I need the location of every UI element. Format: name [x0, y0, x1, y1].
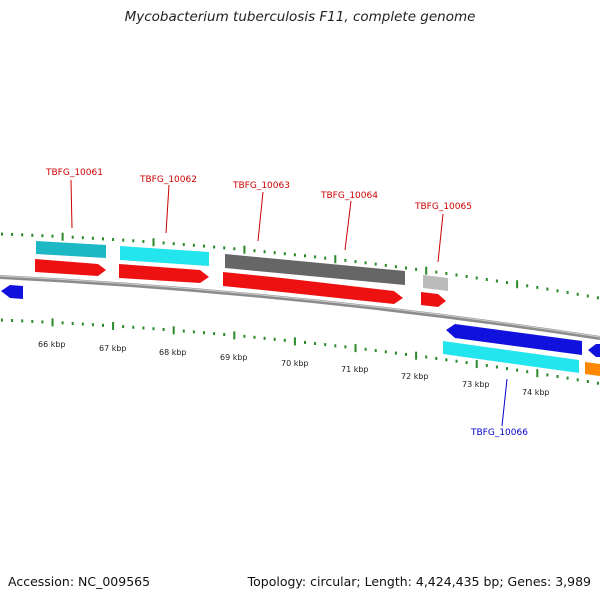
gene-feature-cyan[interactable]: [120, 246, 209, 266]
outer-tick-track: [1, 232, 599, 300]
kbp-label: 66 kbp: [38, 340, 66, 349]
gene-feature-teal[interactable]: [36, 241, 106, 258]
kbp-label: 68 kbp: [159, 348, 187, 357]
gene-labels: TBFG_10061 TBFG_10062 TBFG_10063 TBFG_10…: [45, 168, 528, 438]
kbp-label: 71 kbp: [341, 365, 369, 374]
forward-feature-track: [35, 241, 448, 307]
gene-label[interactable]: TBFG_10061: [45, 168, 103, 178]
gene-feature-gray[interactable]: [225, 254, 405, 285]
backbone: [0, 275, 600, 340]
gene-feature-orange[interactable]: [585, 362, 600, 376]
cds-arrow-1[interactable]: [35, 259, 106, 276]
kbp-label: 67 kbp: [99, 344, 127, 353]
gene-label[interactable]: TBFG_10066: [470, 428, 528, 438]
cds-arrow-3[interactable]: [223, 272, 282, 292]
gene-label[interactable]: TBFG_10062: [139, 175, 197, 185]
cds-arrow-5[interactable]: [421, 292, 446, 307]
map-title: Mycobacterium tuberculosis F11, complete…: [124, 9, 476, 25]
genome-summary: Topology: circular; Length: 4,424,435 bp…: [247, 574, 591, 589]
reverse-arrow-1[interactable]: [446, 324, 582, 355]
inner-tick-track: [1, 318, 599, 385]
gene-feature-lightgray[interactable]: [423, 275, 448, 291]
label-leaders: [70, 179, 508, 427]
gene-label[interactable]: TBFG_10065: [414, 202, 472, 212]
kbp-label: 74 kbp: [522, 388, 550, 397]
gene-label[interactable]: TBFG_10064: [320, 191, 378, 201]
gene-label[interactable]: TBFG_10063: [232, 181, 290, 191]
kbp-labels: 66 kbp 67 kbp 68 kbp 69 kbp 70 kbp 71 kb…: [38, 340, 550, 397]
gene-feature-cyan-reverse[interactable]: [443, 341, 579, 373]
cds-arrow-2[interactable]: [119, 264, 209, 283]
cds-arrow-4[interactable]: [282, 278, 403, 304]
reverse-feature-track: [1, 285, 600, 376]
kbp-label: 72 kbp: [401, 372, 429, 381]
reverse-arrow-2[interactable]: [588, 344, 600, 357]
kbp-label: 70 kbp: [281, 359, 309, 368]
accession-text: Accession: NC_009565: [8, 574, 151, 589]
reverse-arrow-left[interactable]: [1, 285, 23, 299]
kbp-label: 69 kbp: [220, 353, 248, 362]
kbp-label: 73 kbp: [462, 380, 490, 389]
